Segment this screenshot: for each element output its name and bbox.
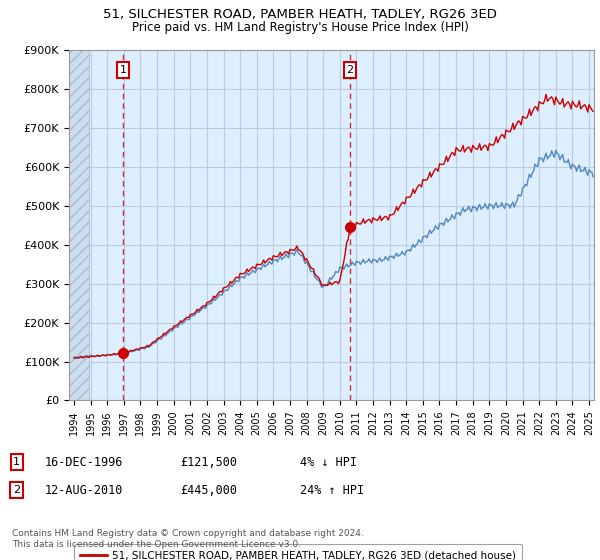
Text: 4% ↓ HPI: 4% ↓ HPI (300, 455, 357, 469)
Text: 1: 1 (119, 65, 127, 75)
Text: £121,500: £121,500 (180, 455, 237, 469)
Text: Price paid vs. HM Land Registry's House Price Index (HPI): Price paid vs. HM Land Registry's House … (131, 21, 469, 34)
Legend: 51, SILCHESTER ROAD, PAMBER HEATH, TADLEY, RG26 3ED (detached house), HPI: Avera: 51, SILCHESTER ROAD, PAMBER HEATH, TADLE… (74, 544, 522, 560)
Text: Contains HM Land Registry data © Crown copyright and database right 2024.
This d: Contains HM Land Registry data © Crown c… (12, 529, 364, 549)
Bar (69, 50, 89, 400)
Text: 12-AUG-2010: 12-AUG-2010 (45, 483, 124, 497)
Text: 24% ↑ HPI: 24% ↑ HPI (300, 483, 364, 497)
Text: 2: 2 (13, 485, 20, 495)
Text: 16-DEC-1996: 16-DEC-1996 (45, 455, 124, 469)
Text: 2: 2 (347, 65, 353, 75)
Text: £445,000: £445,000 (180, 483, 237, 497)
Text: 51, SILCHESTER ROAD, PAMBER HEATH, TADLEY, RG26 3ED: 51, SILCHESTER ROAD, PAMBER HEATH, TADLE… (103, 8, 497, 21)
Text: 1: 1 (13, 457, 20, 467)
